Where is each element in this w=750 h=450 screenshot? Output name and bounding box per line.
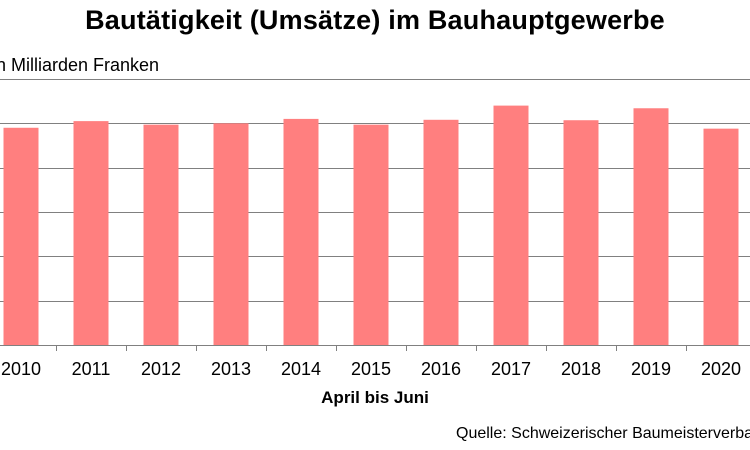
x-axis-label: April bis Juni <box>321 388 429 407</box>
x-tick-label: 2013 <box>211 359 251 379</box>
source-note: Quelle: Schweizerischer Baumeisterverban… <box>456 425 750 442</box>
bar-2018 <box>563 120 599 345</box>
x-tick-label: 2016 <box>421 359 461 379</box>
x-tick-label: 2020 <box>701 359 741 379</box>
x-axis: 2010 2011 2012 2013 2014 2015 2016 2017 2018 2019… <box>1 345 741 379</box>
x-tick-label: 2014 <box>281 359 321 379</box>
bar-2019 <box>633 108 669 345</box>
bar-2010 <box>3 127 39 346</box>
x-tick-label: 2012 <box>141 359 181 379</box>
bar-2014 <box>283 118 319 346</box>
bars <box>3 105 739 346</box>
x-tick-label: 2018 <box>561 359 601 379</box>
bar-2012 <box>143 124 179 345</box>
bar-2011 <box>73 121 109 345</box>
x-tick-label: 2017 <box>491 359 531 379</box>
bar-2017 <box>493 105 529 345</box>
x-tick-label: 2011 <box>72 359 111 379</box>
chart-title: Bautätigkeit (Umsätze) im Bauhauptgewerb… <box>85 5 665 35</box>
y-axis-unit-label: in Milliarden Franken <box>0 55 160 75</box>
x-tick-label: 2019 <box>631 359 671 379</box>
bar-2020 <box>703 128 739 345</box>
bar-2016 <box>423 119 459 345</box>
x-tick-label: 2015 <box>351 359 391 379</box>
bar-2013 <box>213 123 249 345</box>
bar-2015 <box>353 124 389 345</box>
x-tick-label: 2010 <box>1 359 41 379</box>
